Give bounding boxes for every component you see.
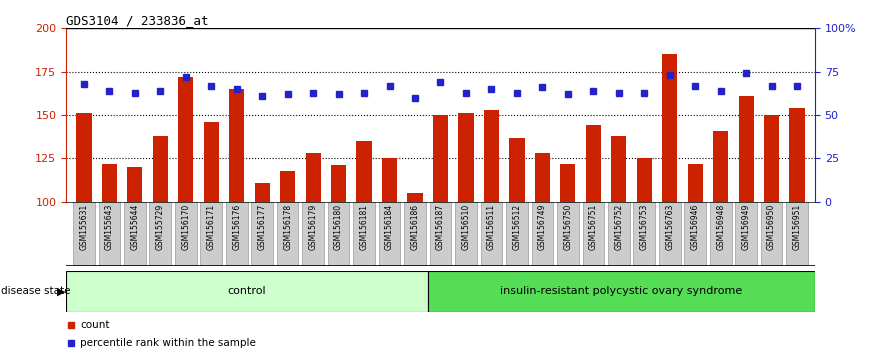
Text: percentile rank within the sample: percentile rank within the sample: [80, 338, 255, 348]
Text: GSM156946: GSM156946: [691, 204, 700, 250]
Bar: [280, 171, 295, 202]
Bar: [427, 271, 815, 312]
Bar: [611, 136, 626, 202]
Text: GSM156180: GSM156180: [334, 204, 343, 250]
Bar: [306, 153, 321, 202]
Text: GSM156750: GSM156750: [563, 204, 573, 250]
Text: GSM156753: GSM156753: [640, 204, 648, 250]
Bar: [152, 136, 168, 202]
Bar: [608, 202, 630, 266]
Bar: [201, 202, 222, 266]
Text: GSM156187: GSM156187: [436, 204, 445, 250]
Bar: [736, 202, 757, 266]
Bar: [633, 202, 655, 266]
Bar: [101, 164, 117, 202]
Bar: [178, 77, 194, 202]
Text: GSM156178: GSM156178: [283, 204, 292, 250]
Bar: [557, 202, 579, 266]
Bar: [586, 125, 601, 202]
Bar: [226, 202, 248, 266]
Bar: [710, 202, 731, 266]
Bar: [455, 202, 477, 266]
Text: GSM156510: GSM156510: [462, 204, 470, 250]
Bar: [255, 183, 270, 202]
Text: GSM155631: GSM155631: [79, 204, 88, 250]
Text: GSM156749: GSM156749: [538, 204, 547, 250]
Bar: [458, 113, 474, 202]
Bar: [685, 202, 706, 266]
Bar: [379, 202, 400, 266]
Bar: [509, 138, 524, 202]
Text: GSM156177: GSM156177: [258, 204, 267, 250]
Text: GSM156512: GSM156512: [513, 204, 522, 250]
Bar: [353, 202, 375, 266]
Text: GSM156181: GSM156181: [359, 204, 368, 250]
Bar: [77, 113, 92, 202]
Bar: [738, 96, 754, 202]
Bar: [430, 202, 451, 266]
Bar: [531, 202, 553, 266]
Bar: [99, 202, 120, 266]
Text: control: control: [227, 286, 266, 296]
Text: GSM156950: GSM156950: [767, 204, 776, 250]
Text: GSM156949: GSM156949: [742, 204, 751, 250]
Bar: [382, 159, 397, 202]
Text: GSM156511: GSM156511: [487, 204, 496, 250]
Bar: [582, 202, 604, 266]
Bar: [433, 115, 448, 202]
Text: GSM156184: GSM156184: [385, 204, 394, 250]
Bar: [637, 159, 652, 202]
Bar: [331, 165, 346, 202]
Text: GSM156186: GSM156186: [411, 204, 419, 250]
Text: GSM156951: GSM156951: [793, 204, 802, 250]
Text: GSM156171: GSM156171: [207, 204, 216, 250]
Bar: [484, 110, 499, 202]
Bar: [328, 202, 350, 266]
Text: GSM156763: GSM156763: [665, 204, 674, 250]
Text: insulin-resistant polycystic ovary syndrome: insulin-resistant polycystic ovary syndr…: [500, 286, 743, 296]
Text: GSM155729: GSM155729: [156, 204, 165, 250]
Bar: [251, 202, 273, 266]
Bar: [302, 202, 324, 266]
Bar: [407, 193, 423, 202]
Bar: [357, 141, 372, 202]
Bar: [481, 202, 502, 266]
Bar: [761, 202, 782, 266]
Bar: [124, 202, 145, 266]
Text: GSM156752: GSM156752: [614, 204, 623, 250]
Text: GSM156176: GSM156176: [233, 204, 241, 250]
Bar: [687, 164, 703, 202]
Text: GSM155644: GSM155644: [130, 204, 139, 250]
Text: GSM156751: GSM156751: [589, 204, 598, 250]
Bar: [713, 131, 729, 202]
Bar: [663, 55, 677, 202]
Text: disease state: disease state: [1, 286, 70, 296]
Bar: [404, 202, 426, 266]
Text: GSM156179: GSM156179: [308, 204, 318, 250]
Bar: [560, 164, 575, 202]
Bar: [277, 202, 299, 266]
Bar: [175, 202, 196, 266]
Bar: [506, 202, 528, 266]
Bar: [789, 108, 804, 202]
Bar: [127, 167, 143, 202]
Text: GDS3104 / 233836_at: GDS3104 / 233836_at: [66, 14, 209, 27]
Bar: [535, 153, 550, 202]
Text: ▶: ▶: [57, 286, 66, 296]
Bar: [204, 122, 218, 202]
Text: GSM155643: GSM155643: [105, 204, 114, 250]
Bar: [764, 115, 780, 202]
Bar: [786, 202, 808, 266]
Bar: [73, 202, 95, 266]
Bar: [229, 89, 244, 202]
Bar: [150, 202, 171, 266]
Text: count: count: [80, 320, 109, 330]
Bar: [66, 271, 427, 312]
Bar: [659, 202, 680, 266]
Text: GSM156170: GSM156170: [181, 204, 190, 250]
Text: GSM156948: GSM156948: [716, 204, 725, 250]
